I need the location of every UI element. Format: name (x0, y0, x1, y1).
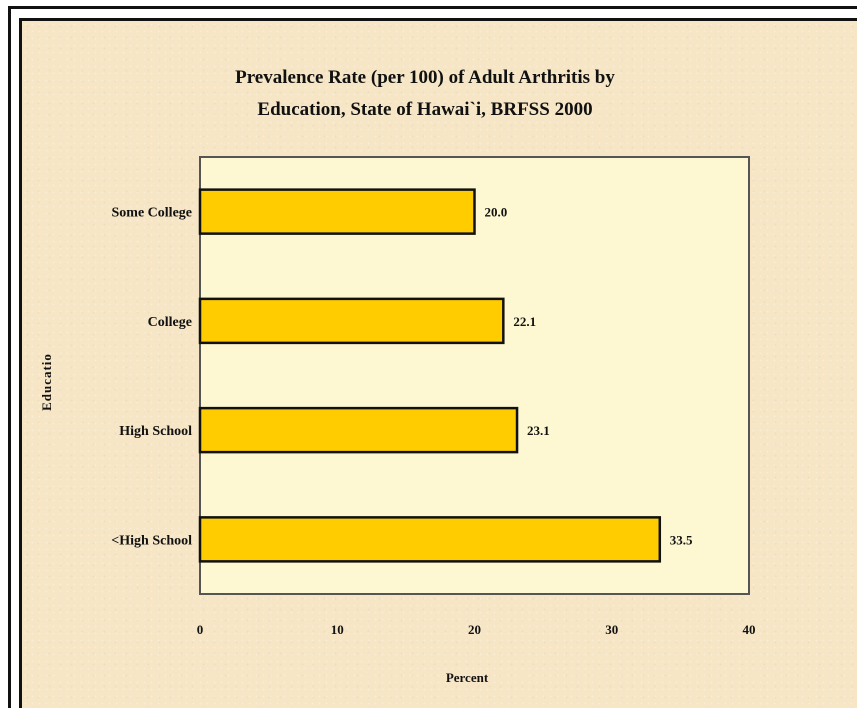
data-label: 33.5 (670, 532, 693, 547)
y-axis-title: Educatio (39, 353, 54, 411)
data-label: 22.1 (513, 314, 536, 329)
data-label: 23.1 (527, 423, 550, 438)
bar (198, 516, 662, 563)
x-tick-label: 0 (197, 622, 204, 637)
x-axis-title: Percent (446, 670, 489, 685)
data-label: 20.0 (485, 205, 508, 220)
y-tick-label: College (148, 315, 192, 330)
x-tick-label: 40 (743, 622, 756, 637)
y-tick-label: High School (119, 424, 192, 439)
bar (198, 406, 519, 454)
bar (198, 297, 505, 345)
x-tick-label: 30 (605, 622, 618, 637)
outer-frame (8, 6, 857, 708)
x-tick-label: 20 (468, 622, 481, 637)
y-tick-label: <High School (111, 533, 192, 548)
y-tick-label: Some College (112, 206, 192, 221)
x-tick-label: 10 (331, 622, 344, 637)
chart-title: Prevalence Rate (per 100) of Adult Arthr… (235, 67, 615, 120)
bar (198, 188, 476, 235)
